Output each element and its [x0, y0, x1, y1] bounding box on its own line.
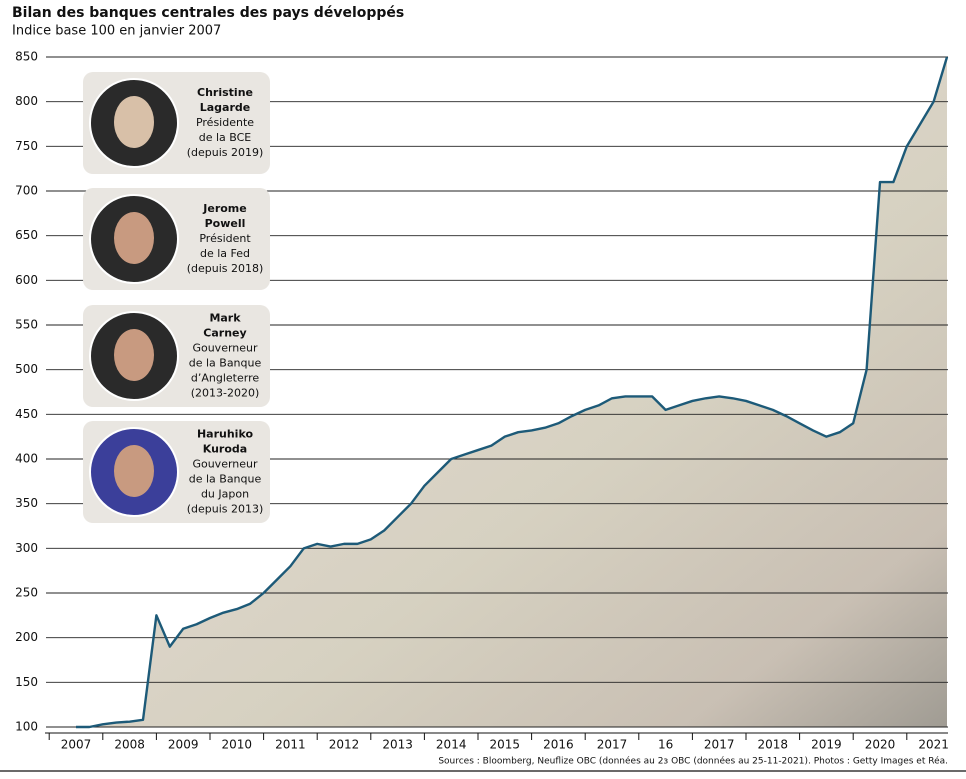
portrait-name: Powell	[205, 217, 246, 230]
y-tick-label: 850	[15, 50, 38, 64]
chart-title: Bilan des banques centrales des pays dév…	[12, 5, 404, 21]
portrait-face	[114, 445, 154, 497]
y-tick-label: 600	[15, 273, 38, 287]
y-tick-label: 650	[15, 228, 38, 242]
x-tick-label: 2009	[168, 738, 199, 752]
line-layer	[76, 56, 949, 729]
y-tick-label: 450	[15, 407, 38, 421]
portrait-name: Kuroda	[203, 443, 247, 456]
portraits: Christine Lagarde Présidente de la BCE (depu…	[83, 72, 270, 523]
portrait-name: Jerome	[202, 202, 246, 215]
portrait-role: (depuis 2019)	[187, 146, 264, 159]
x-tick-label: 2018	[758, 738, 789, 752]
portrait-role: Président	[199, 232, 251, 245]
y-tick-label: 200	[15, 630, 38, 644]
y-tick-label: 550	[15, 318, 38, 332]
portrait-face	[114, 212, 154, 264]
y-tick-label: 700	[15, 184, 38, 198]
y-tick-label: 800	[15, 94, 38, 108]
plot-area	[76, 57, 947, 727]
y-tick-label: 250	[15, 586, 38, 600]
portrait-face	[114, 96, 154, 148]
portrait-face	[114, 329, 154, 381]
y-tick-label: 400	[15, 452, 38, 466]
x-tick-label: 2017	[597, 738, 628, 752]
y-tick-label: 350	[15, 496, 38, 510]
x-tick-label: 2010	[222, 738, 253, 752]
portrait-name: Lagarde	[200, 101, 251, 114]
x-tick-label: 2012	[329, 738, 360, 752]
portrait-name: Haruhiko	[197, 428, 254, 441]
portrait-role: de la BCE	[199, 131, 252, 144]
y-tick-label: 300	[15, 541, 38, 555]
portrait-role: (depuis 2013)	[187, 503, 264, 516]
x-tick-label: 2016	[543, 738, 574, 752]
portrait-name: Carney	[203, 327, 246, 340]
y-tick-label: 750	[15, 139, 38, 153]
portrait-name: Christine	[197, 86, 253, 99]
portrait-role: de la Fed	[200, 247, 250, 260]
x-tick-label: 2019	[811, 738, 842, 752]
portrait-role: (depuis 2018)	[187, 262, 264, 275]
chart-subtitle: Indice base 100 en janvier 2007	[12, 24, 221, 39]
x-tick-label: 2015	[490, 738, 521, 752]
x-tick-label: 2011	[275, 738, 306, 752]
y-tick-label: 100	[15, 720, 38, 734]
portrait-role: (2013-2020)	[191, 387, 260, 400]
x-tick-label: 16	[658, 738, 673, 752]
x-tick-label: 2017	[704, 738, 735, 752]
portrait-role: du Japon	[201, 488, 249, 501]
portrait-role: Présidente	[196, 116, 254, 129]
x-tick-label: 2008	[114, 738, 145, 752]
portrait-role: de la Banque	[189, 473, 262, 486]
portrait-role: de la Banque	[189, 357, 262, 370]
portrait-role: d’Angleterre	[191, 372, 259, 385]
portrait-role: Gouverneur	[192, 342, 258, 355]
x-tick-label: 2013	[382, 738, 413, 752]
portrait-name: Mark	[209, 312, 241, 325]
x-tick-label: 2021	[918, 738, 949, 752]
source: Sources : Bloomberg, Neuflize OBC (donné…	[438, 756, 948, 767]
x-tick-label: 2007	[61, 738, 92, 752]
x-tick-label: 2020	[865, 738, 896, 752]
y-tick-label: 500	[15, 362, 38, 376]
y-tick-label: 150	[15, 675, 38, 689]
series-line	[76, 56, 949, 729]
portrait-role: Gouverneur	[192, 458, 258, 471]
x-tick-label: 2014	[436, 738, 467, 752]
photo-area	[76, 57, 947, 727]
